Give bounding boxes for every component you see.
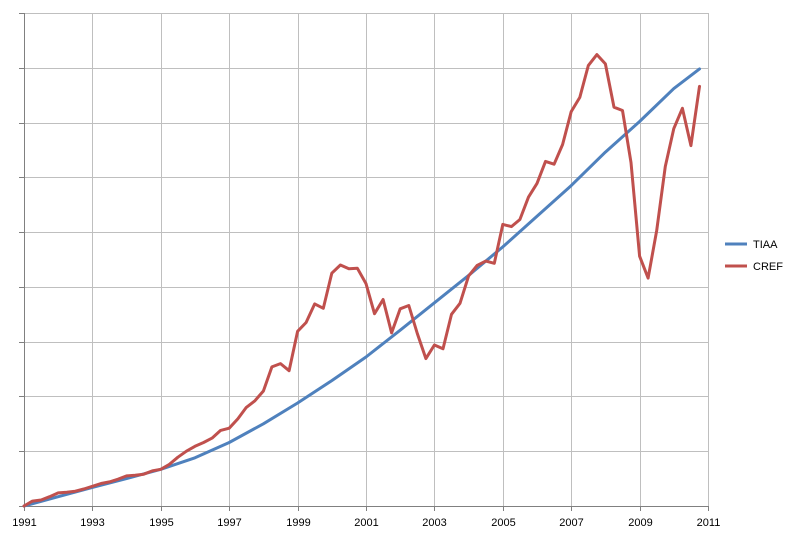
series [22,53,701,508]
x-tick-label: 2009 [628,517,652,529]
x-tick-label: 2001 [354,517,378,529]
legend: TIAA CREF [725,239,783,273]
x-tick-label: 2007 [559,517,583,529]
x-tick-label: 2011 [697,517,721,529]
x-tick-label: 2003 [422,517,446,529]
x-tick-label: 1993 [80,517,104,529]
series-line-cref [22,53,701,508]
x-tick-label: 1999 [286,517,310,529]
x-tick-label: 2005 [491,517,515,529]
legend-label-tiaa: TIAA [753,239,778,251]
x-tick-label: 1997 [217,517,241,529]
x-tick-label: 1991 [12,517,36,529]
x-tick-label: 1995 [149,517,173,529]
axes: 1991 1993 1995 1997 1999 2001 2003 2005 2007 2009… [12,13,720,529]
legend-label-cref: CREF [753,261,783,273]
